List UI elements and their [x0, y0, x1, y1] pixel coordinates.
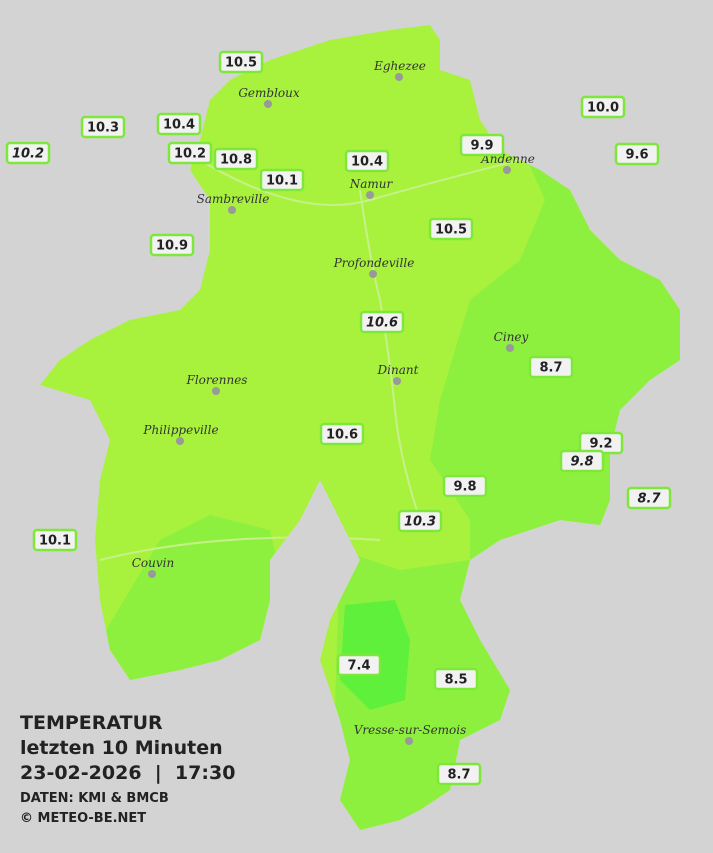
- station-value: 9.9: [470, 139, 493, 154]
- station-value: 7.4: [347, 659, 370, 674]
- station-value: 10.1: [266, 174, 298, 189]
- station-value: 8.5: [444, 673, 467, 688]
- station-box: [32, 528, 78, 552]
- station-value: 10.4: [351, 155, 383, 170]
- station-box: [428, 217, 474, 241]
- station-box: [580, 95, 626, 119]
- station-value: 10.4: [163, 118, 195, 133]
- city-label: Gembloux: [238, 86, 300, 100]
- city-dot: [503, 166, 511, 174]
- city-dot: [393, 377, 401, 385]
- title: TEMPERATUR: [20, 712, 163, 734]
- city-label: Ciney: [494, 330, 529, 344]
- station-box: [397, 509, 443, 533]
- timestamp: 23-02-2026 | 17:30: [20, 762, 236, 784]
- station-box: [149, 233, 195, 257]
- station-value: 10.8: [220, 153, 252, 168]
- station-value: 10.0: [587, 101, 619, 116]
- city-label: Profondeville: [333, 256, 415, 270]
- station-value: 10.5: [435, 223, 467, 238]
- station-value: 10.3: [404, 515, 436, 530]
- city-label: Dinant: [377, 363, 419, 377]
- city-label: Eghezee: [373, 59, 426, 73]
- station-value: 10.2: [174, 147, 206, 162]
- station-box: [344, 149, 390, 173]
- city-dot: [405, 737, 413, 745]
- station-box: [167, 141, 213, 165]
- station-box: [336, 653, 382, 677]
- station-box: [80, 115, 126, 139]
- station-box: [213, 147, 259, 171]
- station-box: [614, 142, 660, 166]
- city-label: Philippeville: [142, 423, 218, 437]
- station-value: 8.7: [447, 768, 470, 783]
- station-value: 10.1: [39, 534, 71, 549]
- station-value: 10.6: [366, 316, 398, 331]
- station-box: [5, 141, 51, 165]
- station-box: [442, 474, 488, 498]
- subtitle: letzten 10 Minuten: [20, 737, 223, 759]
- city-label: Couvin: [132, 556, 174, 570]
- station-value: 10.3: [87, 121, 119, 136]
- city-label: Sambreville: [197, 192, 270, 206]
- city-dot: [366, 191, 374, 199]
- station-value: 9.2: [589, 437, 612, 452]
- station-value: 10.6: [326, 428, 358, 443]
- station-box: [559, 449, 605, 473]
- city-dot: [506, 344, 514, 352]
- city-dot: [369, 270, 377, 278]
- copyright: © METEO-BE.NET: [20, 811, 147, 826]
- station-box: [319, 422, 365, 446]
- station-box: [459, 133, 505, 157]
- station-box: [433, 667, 479, 691]
- source: DATEN: KMI & BMCB: [20, 791, 169, 806]
- station-value: 10.5: [225, 56, 257, 71]
- station-box: [626, 486, 672, 510]
- city-dot: [264, 100, 272, 108]
- city-dot: [228, 206, 236, 214]
- city-label: Namur: [349, 177, 394, 191]
- station-box: [259, 168, 305, 192]
- station-value: 9.6: [625, 148, 648, 163]
- station-box: [156, 112, 202, 136]
- city-label: Vresse-sur-Semois: [354, 723, 467, 737]
- station-value: 8.7: [539, 361, 562, 376]
- station-value: 10.9: [156, 239, 188, 254]
- city-label: Florennes: [186, 373, 248, 387]
- station-value: 9.8: [453, 480, 476, 495]
- station-value: 9.8: [570, 455, 593, 470]
- station-box: [436, 762, 482, 786]
- station-box: [218, 50, 264, 74]
- station-box: [359, 310, 405, 334]
- station-value: 10.2: [12, 147, 44, 162]
- city-dot: [212, 387, 220, 395]
- city-dot: [148, 570, 156, 578]
- city-dot: [395, 73, 403, 81]
- station-value: 8.7: [637, 492, 661, 507]
- city-dot: [176, 437, 184, 445]
- station-box: [528, 355, 574, 379]
